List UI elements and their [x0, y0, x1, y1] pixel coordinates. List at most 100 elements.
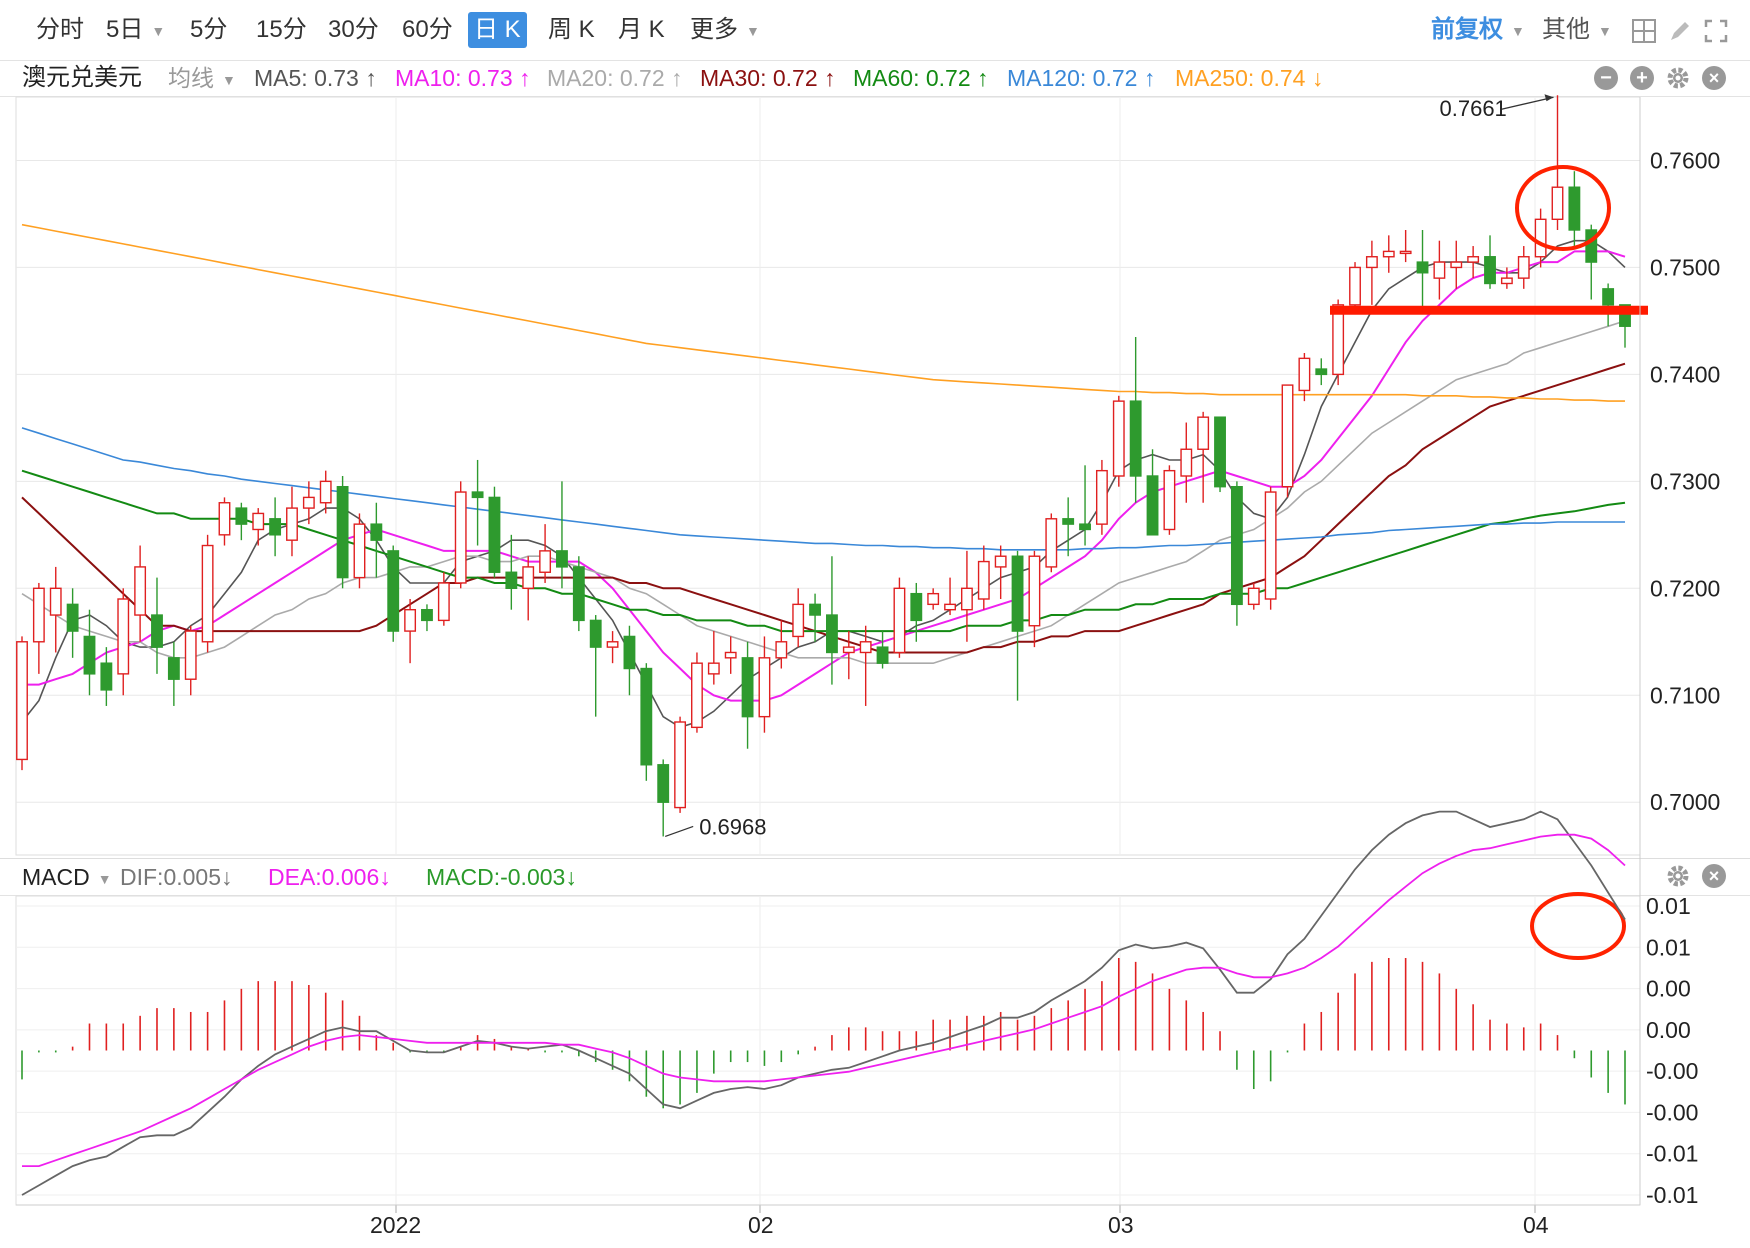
- macd-plot-frame: [15, 895, 1641, 1206]
- period-tab-intraday[interactable]: 分时: [36, 16, 84, 43]
- candle-up: [674, 721, 687, 809]
- fullscreen-icon[interactable]: [1704, 19, 1728, 43]
- legend-ma30-arrow: ↑: [824, 65, 836, 91]
- dea-line: [22, 833, 1626, 1167]
- candle-down: [370, 523, 383, 541]
- high-label: 0.7661: [1440, 96, 1507, 121]
- legend-ma20-arrow: ↑: [671, 65, 683, 91]
- candle-up: [1197, 416, 1210, 450]
- candle-down: [1315, 368, 1328, 376]
- ma20-line: [21, 320, 1626, 665]
- macd-histogram-value: MACD:-0.003↓: [426, 864, 577, 890]
- candle-up: [539, 550, 552, 573]
- y-tick-label: 0.7500: [1650, 254, 1720, 280]
- ma-type-dropdown[interactable]: 均线 ▼: [168, 60, 236, 96]
- candle-up: [1095, 469, 1108, 525]
- candle-down: [421, 608, 433, 622]
- candle-up: [707, 662, 720, 675]
- legend-ma120-arrow: ↑: [1143, 65, 1156, 91]
- x-tick-label: 02: [748, 1212, 774, 1238]
- period-tab-5min[interactable]: 5分: [190, 16, 228, 43]
- adjust-dropdown[interactable]: 前复权 ▼: [1425, 12, 1531, 48]
- legend-ma250-label: MA250: 0.74: [1175, 65, 1306, 91]
- y-tick-label: 0.7100: [1650, 682, 1720, 708]
- period-tab-60min[interactable]: 60分: [402, 16, 453, 43]
- chevron-down-icon: ▼: [151, 22, 166, 39]
- candle-up: [1264, 491, 1277, 600]
- candle-up: [893, 587, 906, 654]
- period-tab-15min[interactable]: 15分: [256, 16, 307, 43]
- candle-down: [1416, 261, 1429, 274]
- legend-ma250: MA250: 0.74 ↓: [1175, 60, 1323, 96]
- candle-down: [1214, 416, 1226, 488]
- macd-y-tick-label: -0.00: [1646, 1099, 1698, 1125]
- candle-up: [319, 480, 332, 504]
- other-dropdown[interactable]: 其他 ▼: [1536, 12, 1618, 48]
- legend-ma5: MA5: 0.73 ↑: [254, 60, 377, 96]
- macd-dif-value: DIF:0.005↓: [120, 864, 233, 890]
- candle-up: [1450, 261, 1463, 269]
- candle-up: [775, 641, 788, 659]
- candle-down: [741, 657, 754, 718]
- candle-up: [960, 587, 973, 611]
- candle-up: [724, 651, 737, 659]
- grid-icon[interactable]: [1632, 19, 1656, 43]
- period-tab-daily[interactable]: 日 K: [468, 12, 527, 48]
- candle-down: [100, 662, 113, 691]
- pen-icon[interactable]: [1668, 19, 1692, 43]
- close-icon[interactable]: ×: [1702, 864, 1726, 888]
- macd-y-tick-label: -0.01: [1646, 1182, 1698, 1208]
- legend-ma30: MA30: 0.72 ↑: [700, 60, 836, 96]
- y-tick-label: 0.7400: [1650, 361, 1720, 387]
- candle-up: [1349, 266, 1361, 306]
- y-tick-label: 0.7300: [1650, 468, 1720, 494]
- period-tab-30min[interactable]: 30分: [328, 16, 379, 43]
- y-tick-label: 0.7600: [1650, 147, 1720, 173]
- period-tab-more[interactable]: 更多 ▼: [684, 12, 766, 48]
- candle-down: [1129, 400, 1142, 477]
- candle-up: [792, 603, 805, 638]
- gear-icon[interactable]: [1666, 66, 1690, 90]
- chevron-down-icon: ▼: [222, 71, 236, 88]
- period-tab-5day[interactable]: 5日 ▼: [100, 12, 171, 48]
- candle-down: [1602, 288, 1615, 306]
- candle-up: [437, 582, 450, 622]
- candle-down: [623, 635, 636, 670]
- candle-up: [1045, 518, 1058, 568]
- candle-down: [876, 646, 889, 664]
- candle-up: [184, 630, 197, 680]
- candle-up: [252, 512, 265, 531]
- candle-down: [910, 592, 923, 622]
- macd-y-tick-label: 0.01: [1646, 893, 1691, 919]
- candle-down: [1011, 555, 1024, 632]
- legend-ma120: MA120: 0.72 ↑: [1007, 60, 1155, 96]
- candle-up: [1467, 256, 1480, 263]
- legend-ma120-label: MA120: 0.72: [1007, 65, 1138, 91]
- candle-up: [117, 598, 130, 675]
- candle-up: [16, 641, 28, 761]
- candle-down: [1484, 256, 1496, 285]
- macd-y-tick-label: -0.00: [1646, 1058, 1698, 1084]
- macd-indicator-dropdown[interactable]: MACD ▼: [22, 859, 112, 895]
- macd-y-tick-label: -0.01: [1646, 1141, 1698, 1167]
- period-tab-weekly[interactable]: 周 K: [548, 16, 595, 43]
- candle-up: [49, 587, 62, 616]
- close-icon[interactable]: ×: [1702, 66, 1726, 90]
- macd-highlight-circle: [1530, 892, 1626, 960]
- candle-down: [1619, 304, 1631, 327]
- zoom-in-icon[interactable]: +: [1630, 66, 1654, 90]
- axes: 0.7600 0.7500 0.7400 0.7300 0.7200 0.7100 0.70…: [16, 97, 1720, 1238]
- candle-down: [151, 614, 163, 648]
- high-arrowhead: [1544, 94, 1554, 102]
- candle-up: [842, 646, 855, 654]
- zoom-out-icon[interactable]: −: [1594, 66, 1618, 90]
- ma60-line: [21, 469, 1626, 633]
- candle-up: [286, 507, 298, 541]
- legend-ma60-label: MA60: 0.72: [853, 65, 971, 91]
- period-tab-5day-label: 5日: [106, 16, 144, 43]
- period-tab-monthly[interactable]: 月 K: [618, 16, 665, 43]
- gear-icon[interactable]: [1666, 864, 1690, 888]
- candle-down: [589, 619, 602, 648]
- macd-dea-value: DEA:0.006↓: [268, 864, 391, 890]
